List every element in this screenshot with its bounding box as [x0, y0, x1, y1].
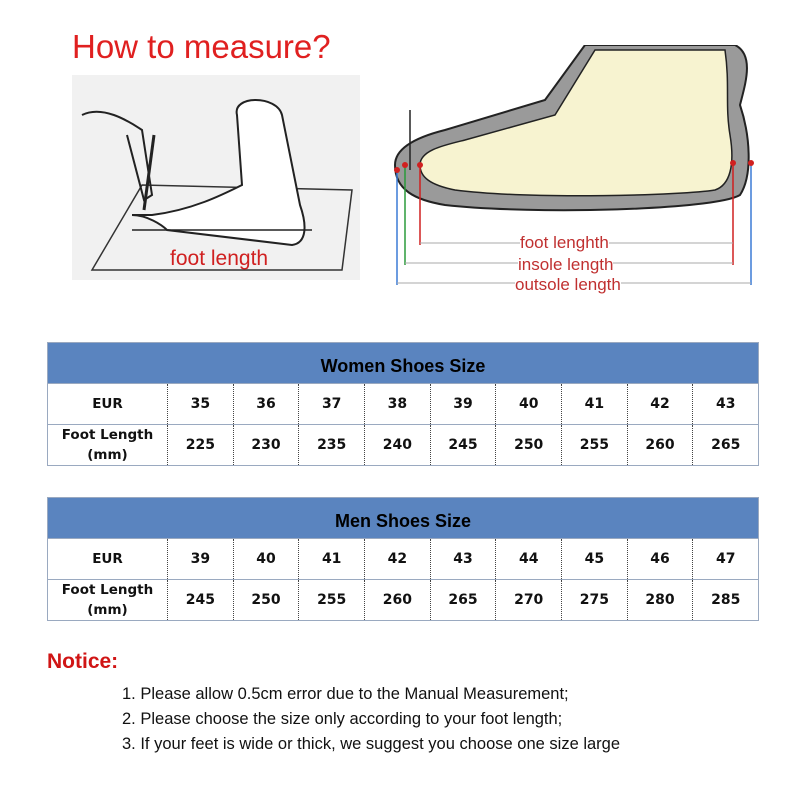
table-cell: 47 [692, 539, 758, 579]
table-cell: 37 [298, 384, 364, 424]
men-size-table: Men Shoes Size EUR 39 40 41 42 43 44 45 46 47 Foo… [47, 497, 759, 621]
table-cell: 265 [429, 580, 496, 620]
table-cell: 275 [561, 580, 627, 620]
table-cell: 40 [495, 384, 561, 424]
table-cell: 43 [429, 539, 496, 579]
table-cell: 39 [429, 384, 496, 424]
foot-measuring-illustration [72, 75, 360, 280]
notice-item: 1. Please allow 0.5cm error due to the M… [122, 685, 569, 703]
table-cell: 285 [692, 580, 758, 620]
table-cell: 245 [167, 580, 233, 620]
table-cell: 44 [495, 539, 561, 579]
notice-list: 1. Please allow 0.5cm error due to the M… [122, 683, 620, 758]
table-cell: 245 [429, 425, 496, 465]
foot-length-label: foot length [170, 247, 269, 270]
table-cell: 45 [561, 539, 627, 579]
table-cell: 41 [561, 384, 627, 424]
table-cell: 35 [167, 384, 233, 424]
table-cell: 230 [232, 425, 299, 465]
table-cell: 43 [692, 384, 758, 424]
row-label: Foot Length (mm) [61, 427, 154, 463]
shoe-cross-section-illustration [385, 44, 775, 300]
table-row: Foot Length (mm) 225 230 235 240 245 250 255 260… [48, 424, 758, 465]
shoe-drawing-icon [393, 44, 754, 285]
table-cell: 240 [364, 425, 430, 465]
table-cell: 235 [298, 425, 364, 465]
women-table-title: Women Shoes Size [48, 343, 758, 383]
outsole-length-label: outsole length [515, 275, 621, 295]
table-cell: 260 [364, 580, 430, 620]
notice-item: 3. If your feet is wide or thick, we sug… [122, 735, 621, 753]
table-cell: 40 [232, 539, 299, 579]
table-cell: 265 [692, 425, 758, 465]
table-cell: 39 [167, 539, 233, 579]
page-title: How to measure? [72, 28, 331, 65]
insole-length-label: insole length [518, 255, 614, 275]
men-table-title: Men Shoes Size [48, 498, 758, 538]
table-cell: 42 [626, 384, 693, 424]
table-cell: 255 [298, 580, 364, 620]
foot-length-label-right: foot lenghth [520, 233, 609, 253]
notice-title: Notice: [47, 650, 119, 673]
table-cell: 270 [495, 580, 561, 620]
notice-item: 2. Please choose the size only according… [122, 710, 563, 728]
table-row: EUR 35 36 37 38 39 40 41 42 43 [48, 383, 758, 424]
table-cell: 225 [167, 425, 233, 465]
table-cell: 46 [626, 539, 693, 579]
table-cell: 36 [232, 384, 299, 424]
table-row: Foot Length (mm) 245 250 255 260 265 270 275 280… [48, 579, 758, 620]
table-cell: 250 [232, 580, 299, 620]
foot-drawing-icon [81, 99, 353, 271]
row-label: EUR [92, 551, 123, 567]
row-label: EUR [92, 396, 123, 412]
table-cell: 38 [364, 384, 430, 424]
table-cell: 41 [298, 539, 364, 579]
table-cell: 42 [364, 539, 430, 579]
women-size-table: Women Shoes Size EUR 35 36 37 38 39 40 41 42 43 F… [47, 342, 759, 466]
table-cell: 280 [626, 580, 693, 620]
table-row: EUR 39 40 41 42 43 44 45 46 47 [48, 538, 758, 579]
table-cell: 260 [626, 425, 693, 465]
table-cell: 255 [561, 425, 627, 465]
row-label: Foot Length (mm) [61, 582, 154, 618]
table-cell: 250 [495, 425, 561, 465]
